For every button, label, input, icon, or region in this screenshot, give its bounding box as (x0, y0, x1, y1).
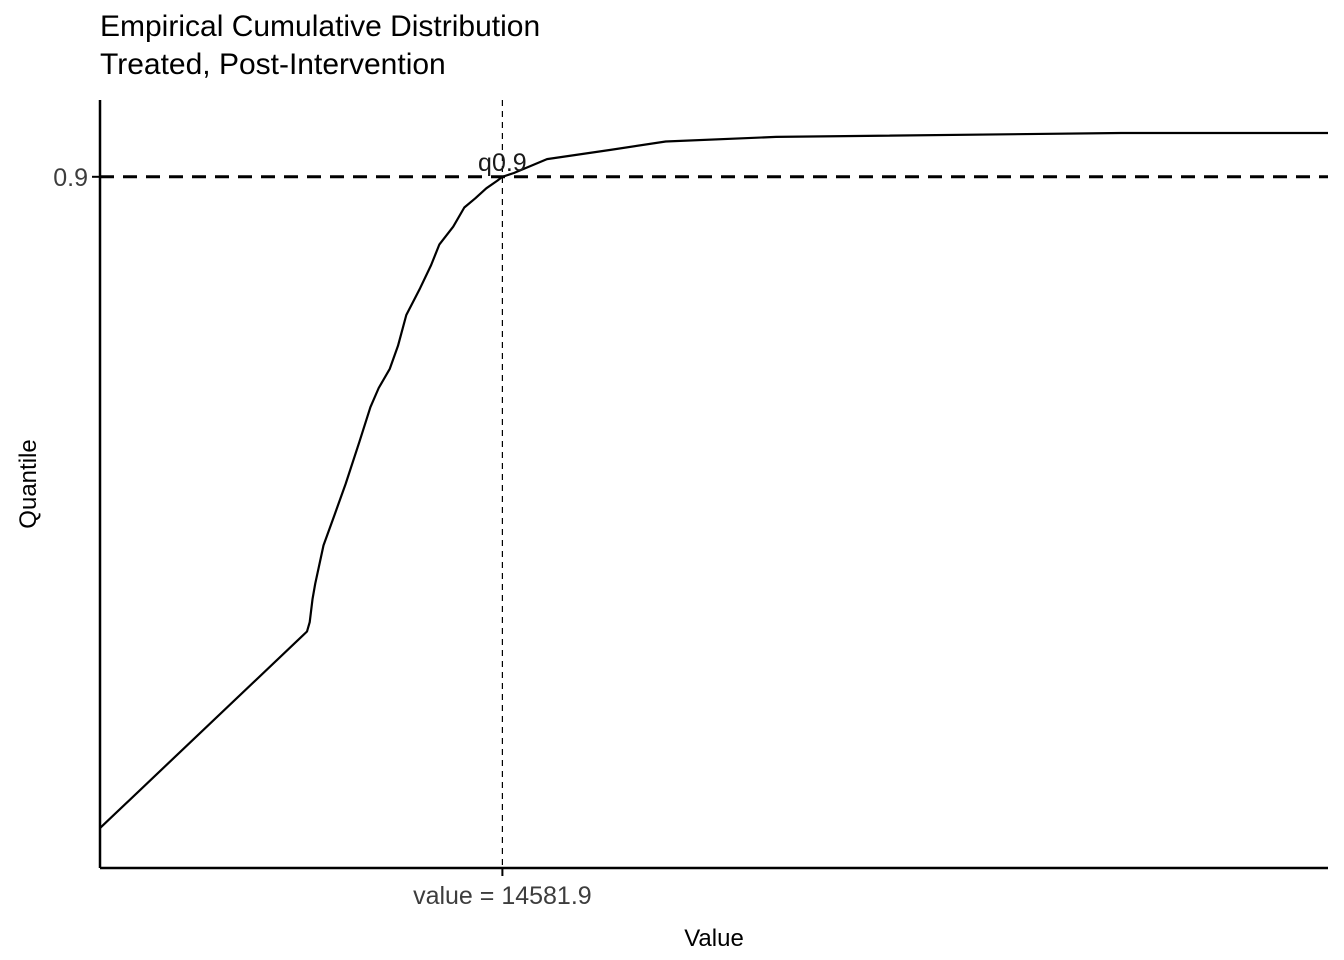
chart-subtitle: Treated, Post-Intervention (100, 48, 446, 81)
x-tick-label: value = 14581.9 (413, 882, 592, 910)
chart-title: Empirical Cumulative Distribution (100, 10, 541, 43)
quantile-annotation: q0.9 (478, 149, 527, 177)
series-line (99, 131, 1328, 829)
y-axis-title: Quantile (15, 439, 42, 528)
y-tick-label: 0.9 (53, 164, 88, 192)
x-axis-title: Value (684, 925, 744, 952)
